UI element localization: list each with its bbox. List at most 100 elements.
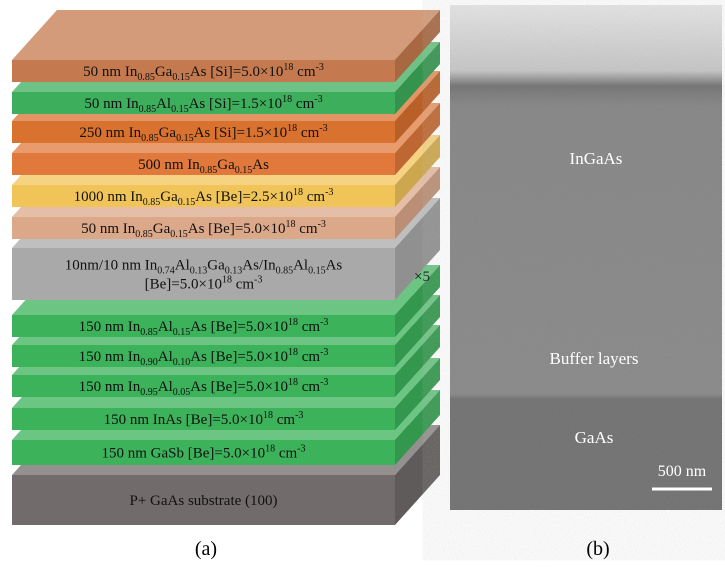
label-run: 18 [288, 377, 298, 388]
label-run: cm [297, 125, 319, 141]
label-run: 0.15 [173, 327, 191, 338]
label-run: 250 nm In [79, 125, 141, 141]
label-run: 18 [263, 410, 273, 421]
label-run: Al [158, 349, 173, 365]
sem-label: InGaAs [570, 149, 623, 168]
layer-label: P+ GaAs substrate (100) [129, 493, 277, 509]
label-run: Al [175, 258, 190, 274]
label-run: 0.15 [176, 133, 194, 144]
label-run: -3 [318, 219, 326, 230]
label-run: 18 [287, 123, 297, 134]
layer-stack: P+ GaAs substrate (100) 150 nm GaSb [Be]=… [12, 10, 440, 525]
label-run: Ga [153, 221, 171, 237]
label-run: As [Be]=5.0×10 [190, 349, 288, 365]
label-run: -3 [316, 62, 324, 73]
label-run: 0.95 [140, 387, 158, 398]
label-run: As [Be]=5.0×10 [190, 379, 288, 395]
label-run: 150 nm In [79, 349, 141, 365]
sem-label: GaAs [575, 428, 614, 447]
label-run: As [326, 258, 343, 274]
label-run: 0.74 [157, 266, 175, 277]
label-run: cm [273, 412, 295, 428]
label-run: Ga [155, 64, 173, 80]
label-run: As [Be]=5.0×10 [190, 319, 288, 335]
label-run: 0.85 [140, 327, 158, 338]
label-run: cm [296, 221, 318, 237]
label-run: 18 [288, 347, 298, 358]
label-run: cm [298, 319, 320, 335]
layer-label: 150 nm InAs [Be]=5.0×1018​ cm-3​ [104, 410, 304, 428]
label-run: 18 [288, 317, 298, 328]
label-run: cm [298, 349, 320, 365]
label-run: 18 [282, 94, 292, 105]
label-run: As [Si]=1.5×10 [194, 125, 288, 141]
label-run: 0.85 [135, 229, 153, 240]
label-run: As [Be]=2.5×10 [195, 189, 293, 205]
label-run: 50 nm In [84, 96, 139, 112]
label-run: 150 nm GaSb [Be]=5.0×10 [102, 446, 266, 462]
label-run: 500 nm In [138, 157, 200, 173]
label-run: Ga [217, 157, 235, 173]
label-run: -3 [320, 377, 328, 388]
label-run: cm [293, 64, 315, 80]
label-run: As [Si]=5.0×10 [190, 64, 284, 80]
label-run: cm [232, 277, 254, 293]
label-run: 0.85 [276, 266, 294, 277]
label-run: 10nm/10 nm In [65, 258, 158, 274]
label-run: 0.05 [173, 387, 191, 398]
label-run: 50 nm In [81, 221, 136, 237]
label-run: 18 [265, 444, 275, 455]
caption: (b) [586, 538, 609, 560]
layer-label: [Be]=5.0×1018​ cm-3​ [145, 275, 263, 293]
repeat-label: ×5 [414, 269, 430, 285]
label-run: 18 [283, 62, 293, 73]
label-run: 150 nm In [79, 319, 141, 335]
label-run: As [252, 157, 269, 173]
label-run: Ga [159, 125, 177, 141]
label-run: As [Si]=1.5×10 [189, 96, 283, 112]
label-run: P+ GaAs substrate (100) [129, 493, 277, 509]
label-run: 0.85 [143, 197, 161, 208]
label-run: 150 nm InAs [Be]=5.0×10 [104, 412, 263, 428]
label-run: 0.15 [235, 165, 253, 176]
label-run: -3 [325, 187, 333, 198]
label-run: -3 [295, 410, 303, 421]
label-run: Ga [207, 258, 225, 274]
label-run: Al [158, 319, 173, 335]
caption: (a) [195, 538, 217, 560]
label-run: -3 [254, 275, 262, 286]
label-run: -3 [297, 444, 305, 455]
label-run: 0.85 [139, 104, 157, 115]
label-run: cm [292, 96, 314, 112]
layer-label: 150 nm GaSb [Be]=5.0×1018​ cm-3​ [102, 444, 306, 462]
label-run: Al [293, 258, 308, 274]
label-run: 50 nm In [83, 64, 138, 80]
label-run: Al [156, 96, 171, 112]
label-run: 0.85 [141, 133, 159, 144]
label-run: 18 [293, 187, 303, 198]
label-run: cm [298, 379, 320, 395]
scale-bar-label: 500 nm [658, 463, 707, 480]
label-run: -3 [320, 317, 328, 328]
label-run: 0.15 [178, 197, 196, 208]
label-run: cm [275, 446, 297, 462]
label-run: 1000 nm In [74, 189, 144, 205]
label-run: 18 [222, 275, 232, 286]
label-run: 0.10 [173, 357, 191, 368]
label-run: Ga [160, 189, 178, 205]
label-run: As/In [242, 258, 276, 274]
label-run: 0.90 [140, 357, 158, 368]
label-run: [Be]=5.0×10 [145, 277, 222, 293]
label-run: 150 nm In [79, 379, 141, 395]
label-run: Al [158, 379, 173, 395]
sem-image: InGaAs Buffer layers GaAs 500 nm [450, 5, 722, 510]
label-run: 0.13 [190, 266, 208, 277]
label-run: As [Be]=5.0×10 [188, 221, 286, 237]
label-run: 0.15 [308, 266, 326, 277]
layer-top [12, 10, 440, 60]
label-run: 0.15 [170, 229, 188, 240]
label-run: -3 [314, 94, 322, 105]
figure: P+ GaAs substrate (100) 150 nm GaSb [Be]=… [0, 0, 725, 567]
label-run: 0.15 [171, 104, 189, 115]
label-run: 0.85 [200, 165, 218, 176]
